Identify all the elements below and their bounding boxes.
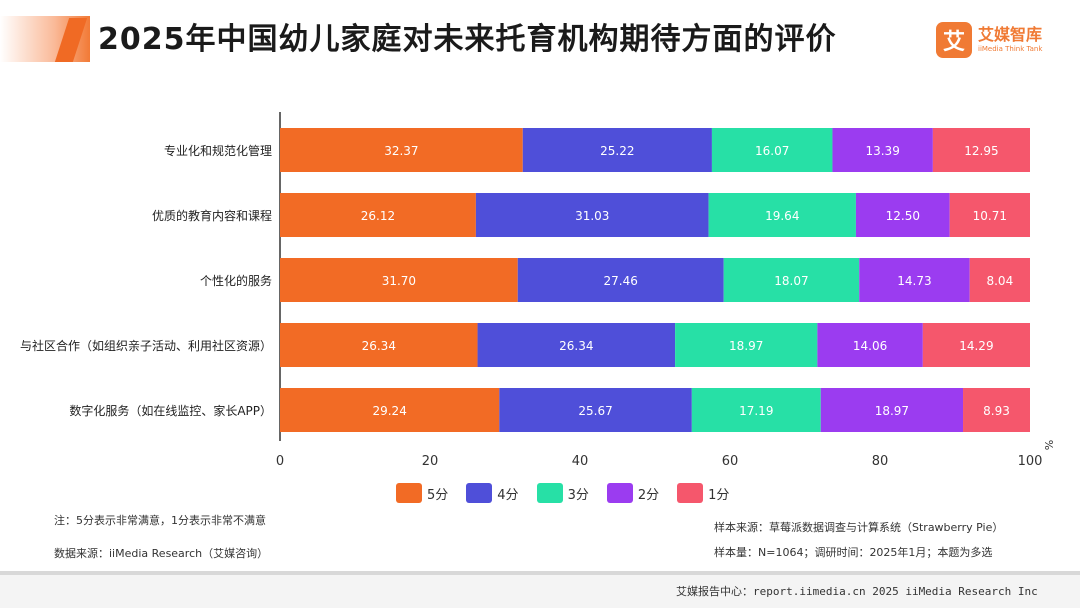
legend-label: 4分 <box>497 487 519 503</box>
data-label: 26.34 <box>362 339 396 353</box>
x-tick-label: 20 <box>422 454 439 469</box>
legend-swatch <box>466 483 493 503</box>
note-sample-source: 样本来源：草莓派数据调查与计算系统（Strawberry Pie） <box>714 521 1004 534</box>
data-label: 27.46 <box>604 274 638 288</box>
bar-segment <box>855 193 950 237</box>
bar-segment <box>708 193 856 237</box>
x-tick-label: 80 <box>872 454 889 469</box>
x-tick-label: 60 <box>722 454 739 469</box>
legend-swatch <box>536 483 563 503</box>
legend-swatch <box>677 483 704 503</box>
bar-segment <box>922 323 1030 367</box>
data-label: 25.22 <box>600 144 634 158</box>
bar-segment <box>280 388 500 432</box>
data-label: 14.29 <box>959 339 993 353</box>
note-scale: 注：5分表示非常满意，1分表示非常不满意 <box>54 514 266 527</box>
bar-segment <box>499 388 692 432</box>
x-tick-label: 0 <box>276 454 284 469</box>
category-label: 个性化的服务 <box>200 273 272 288</box>
data-label: 32.37 <box>384 144 418 158</box>
legend-item: 5分 <box>396 483 448 503</box>
footer-bar <box>0 575 1080 608</box>
x-tick-label: 40 <box>572 454 589 469</box>
data-label: 12.95 <box>964 144 998 158</box>
data-label: 29.24 <box>372 404 406 418</box>
stacked-bar-chart: 0 20 40 60 80 100% 专业化和规范化管理 32.37 25.22 16.07 13.… <box>20 112 1055 469</box>
legend-item: 2分 <box>606 483 660 503</box>
footer-divider <box>0 571 1080 575</box>
legend-swatch <box>606 483 633 503</box>
bar-segment <box>691 388 821 432</box>
category-label: 专业化和规范化管理 <box>164 143 272 158</box>
bar-segment <box>832 128 933 172</box>
category-label: 数字化服务（如在线监控、家长APP） <box>69 403 272 418</box>
bar-segment <box>675 323 818 367</box>
logo-mark-icon: 艾 <box>936 22 972 58</box>
data-label: 25.67 <box>578 404 612 418</box>
bar-segment <box>280 258 518 302</box>
bar-segment <box>475 193 709 237</box>
bar-segment <box>820 388 964 432</box>
data-label: 14.73 <box>897 274 931 288</box>
data-label: 31.03 <box>575 209 609 223</box>
bar-segment <box>817 323 923 367</box>
data-label: 13.39 <box>865 144 899 158</box>
data-label: 26.34 <box>559 339 593 353</box>
note-data-source: 数据来源：iiMedia Research（艾媒咨询） <box>54 547 269 560</box>
note-sample-size: 样本量：N=1064；调研时间：2025年1月；本题为多选 <box>714 546 993 559</box>
legend-label: 3分 <box>567 487 589 503</box>
data-label: 8.93 <box>983 404 1010 418</box>
category-label: 优质的教育内容和课程 <box>152 208 272 223</box>
x-tick-label: 100 <box>1018 454 1043 469</box>
data-label: 16.07 <box>755 144 789 158</box>
bar-segment <box>711 128 833 172</box>
bar-segment <box>517 258 724 302</box>
bar-segment <box>477 323 676 367</box>
bar-segment <box>932 128 1030 172</box>
legend-item: 1分 <box>677 483 729 503</box>
page-title: 2025年中国幼儿家庭对未来托育机构期待方面的评价 <box>98 22 837 57</box>
legend-label: 2分 <box>637 487 660 503</box>
brand-logo: 艾 艾媒智库 iiMedia Think Tank <box>936 22 1042 58</box>
data-label: 8.04 <box>986 274 1013 288</box>
bar-segment <box>522 128 712 172</box>
category-label: 与社区合作（如组织亲子活动、利用社区资源） <box>20 338 272 353</box>
bar-segment <box>969 258 1030 302</box>
legend-item: 4分 <box>466 483 519 503</box>
bar-segment <box>723 258 860 302</box>
legend-label: 1分 <box>708 487 730 503</box>
logo-name-en: iiMedia Think Tank <box>978 45 1043 53</box>
data-label: 18.97 <box>729 339 763 353</box>
bar-segment <box>963 388 1030 432</box>
data-label: 12.50 <box>886 209 920 223</box>
data-label: 18.07 <box>774 274 808 288</box>
data-label: 26.12 <box>361 209 395 223</box>
data-label: 17.19 <box>739 404 773 418</box>
legend-item: 3分 <box>536 483 589 503</box>
data-label: 10.71 <box>973 209 1007 223</box>
data-label: 19.64 <box>765 209 799 223</box>
bar-segment <box>949 193 1030 237</box>
bar-segment <box>859 258 970 302</box>
legend-swatch <box>396 483 422 503</box>
legend-label: 5分 <box>427 487 449 503</box>
footer-text: 艾媒报告中心：report.iimedia.cn 2025 iiMedia Re… <box>676 585 1038 598</box>
bar-segment <box>280 323 478 367</box>
data-label: 31.70 <box>382 274 416 288</box>
data-label: 18.97 <box>875 404 909 418</box>
bar-segment <box>280 193 476 237</box>
chart-legend: 5分 4分 3分 2分 1分 <box>396 483 729 503</box>
x-unit-label: % <box>1042 440 1055 450</box>
bar-segment <box>280 128 523 172</box>
logo-name-cn: 艾媒智库 <box>978 25 1043 44</box>
data-label: 14.06 <box>853 339 887 353</box>
